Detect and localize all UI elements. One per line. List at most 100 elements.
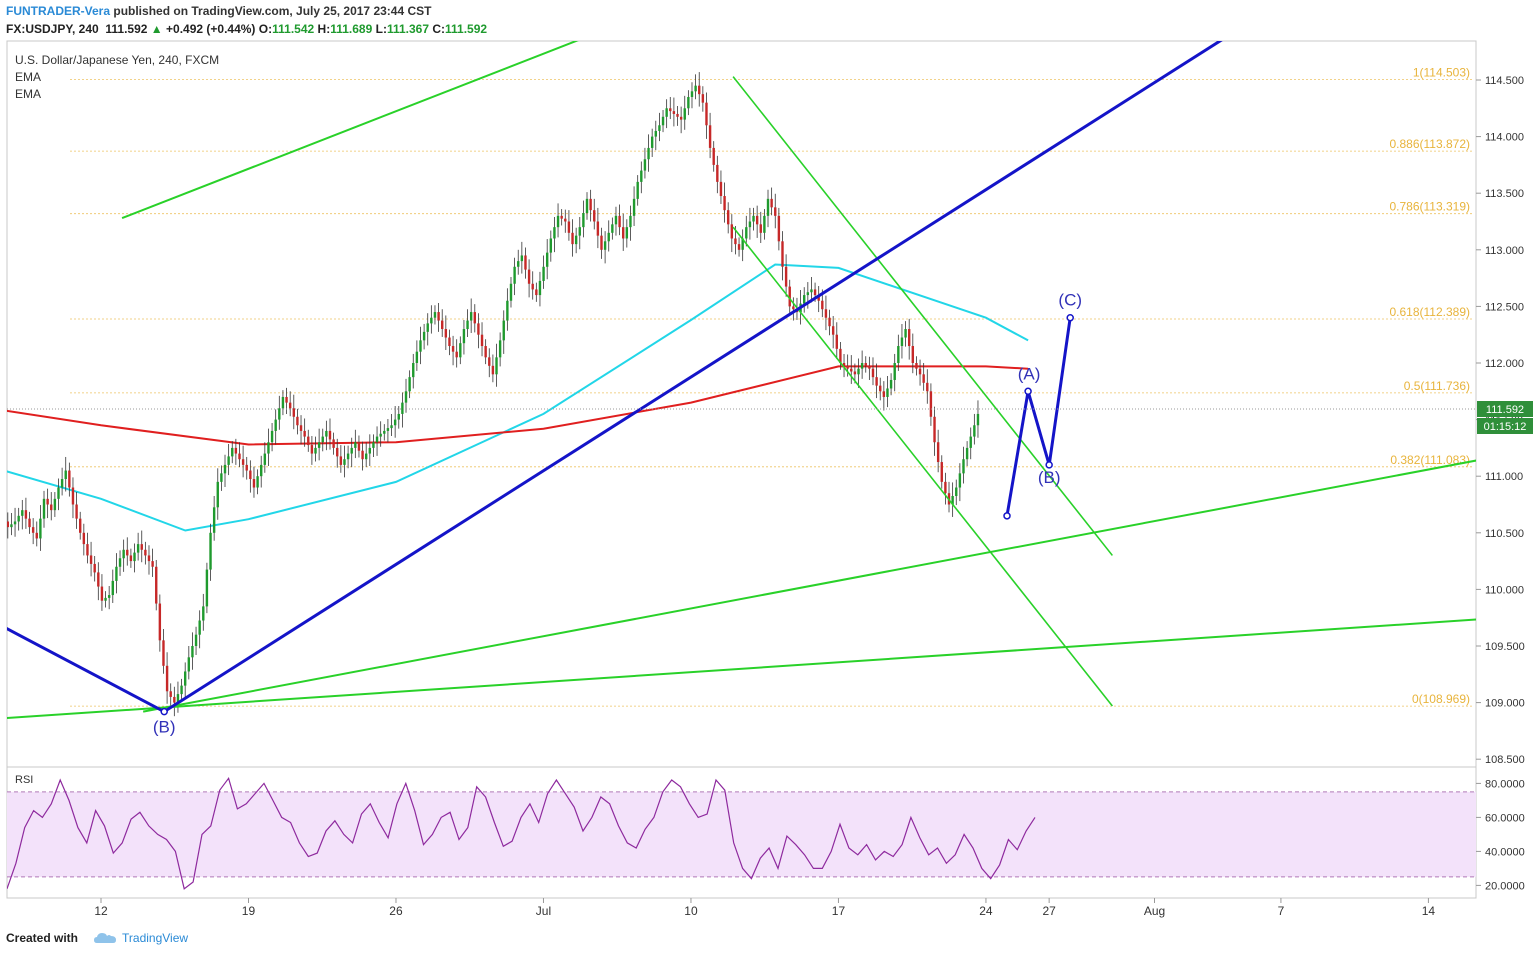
candle-body [658, 125, 661, 131]
candle-body [252, 479, 256, 488]
change-arrow-icon: ▲ [150, 22, 163, 36]
candle-body [683, 108, 686, 120]
price-tick-label: 109.500 [1485, 641, 1525, 653]
countdown-label: 01:15:12 [1484, 421, 1527, 433]
candle-body [723, 196, 726, 211]
candle-body [759, 224, 762, 233]
time-axis[interactable]: 12 19 26 Jul 10 17 24 27 Aug 7 14 [94, 898, 1435, 918]
candle-body [451, 346, 455, 352]
candle-body [89, 555, 93, 564]
wave-pivot [1066, 313, 1074, 322]
candle-body [611, 224, 614, 233]
price-chart[interactable]: U.S. Dollar/Japanese Yen, 240, FXCM EMA … [0, 0, 1540, 920]
tradingview-link[interactable]: TradingView [84, 931, 188, 945]
candle-body [390, 425, 393, 429]
candle-body [126, 549, 129, 556]
candle-body [871, 368, 875, 378]
candle-body [165, 665, 169, 692]
fibonacci-levels[interactable]: 1(114.503) 0.886(113.872) 0.786(113.319) 0.… [70, 66, 1474, 707]
candle-body [824, 309, 828, 318]
indicator-ema-2[interactable]: EMA [15, 87, 41, 101]
wave-pivot [160, 707, 168, 716]
candle-body [549, 238, 553, 253]
candle-body [951, 496, 954, 505]
price-tick-label: 110.000 [1485, 584, 1524, 596]
candle-body [64, 470, 67, 480]
footer: Created with TradingView [6, 931, 188, 945]
candle-body [708, 125, 712, 148]
candle-body [531, 283, 534, 290]
candle-body [3, 516, 5, 522]
candle-body [296, 416, 299, 426]
candle-body [71, 487, 75, 505]
candle-body [839, 348, 842, 363]
candle-body [781, 241, 784, 267]
author-link[interactable]: FUNTRADER-Vera [6, 4, 111, 18]
candle-body [969, 436, 972, 448]
candle-body [209, 532, 212, 570]
candle-body [636, 181, 639, 199]
candle-body [629, 215, 632, 228]
time-tick-label: 19 [242, 904, 256, 918]
trend-lines[interactable] [0, 29, 1540, 723]
candle-body [918, 368, 922, 375]
candle-body [107, 595, 111, 598]
candle-body [17, 515, 20, 522]
candle-body [379, 433, 382, 437]
candle-body [498, 340, 502, 358]
indicator-ema-1[interactable]: EMA [15, 70, 41, 84]
change-value: +0.492 (+0.44%) [166, 22, 256, 36]
candle-body [857, 368, 860, 375]
candle-body [183, 671, 187, 686]
candle-body [922, 374, 925, 383]
candle-body [806, 292, 810, 296]
candle-body [401, 402, 404, 414]
candle-body [524, 255, 527, 270]
low-value: 111.367 [386, 22, 429, 36]
time-tick-label: 17 [832, 904, 846, 918]
price-axis[interactable]: 114.500 114.000 113.500 113.000 112.500 112.0… [1476, 75, 1525, 766]
candle-body [556, 215, 560, 228]
candle-body [803, 295, 806, 304]
candle-body [339, 456, 343, 465]
candles [3, 72, 980, 717]
candle-body [860, 363, 864, 369]
candle-body [788, 286, 791, 307]
candle-body [513, 266, 516, 284]
candle-body [118, 558, 122, 567]
candle-body [267, 442, 270, 454]
candle-body [828, 317, 831, 327]
candle-body [274, 419, 277, 431]
candle-body [191, 646, 194, 658]
candle-body [502, 320, 505, 341]
fib-level-label: 0(108.969) [1412, 692, 1470, 706]
wave-label: (B) [1038, 468, 1061, 487]
candle-body [755, 215, 759, 225]
candle-body [469, 312, 473, 321]
candle-body [75, 504, 78, 519]
candle-body [260, 464, 263, 477]
open-value: 111.542 [272, 22, 315, 36]
fib-level-label: 1(114.503) [1413, 66, 1470, 80]
candle-body [831, 326, 835, 335]
symbol-name[interactable]: FX:USDJPY, 240 [6, 22, 99, 36]
candle-body [86, 544, 89, 556]
last-price: 111.592 [105, 22, 148, 36]
candle-body [520, 255, 524, 262]
rsi-title[interactable]: RSI [15, 774, 33, 786]
publish-line: FUNTRADER-Vera published on TradingView.… [6, 4, 431, 18]
candle-body [50, 504, 53, 511]
candle-body [915, 363, 918, 369]
publish-info: published on TradingView.com, July 25, 2… [113, 4, 432, 18]
price-tick-label: 109.000 [1485, 698, 1525, 710]
candle-body [654, 130, 657, 137]
candle-body [28, 518, 31, 528]
candle-body [249, 470, 252, 480]
candle-body [853, 371, 857, 375]
candle-body [694, 85, 697, 92]
candle-body [122, 549, 125, 559]
candle-body [39, 518, 42, 539]
fib-level-label: 0.786(113.319) [1389, 200, 1470, 214]
blue-wave-leg [7, 627, 165, 713]
candle-body [459, 343, 462, 358]
